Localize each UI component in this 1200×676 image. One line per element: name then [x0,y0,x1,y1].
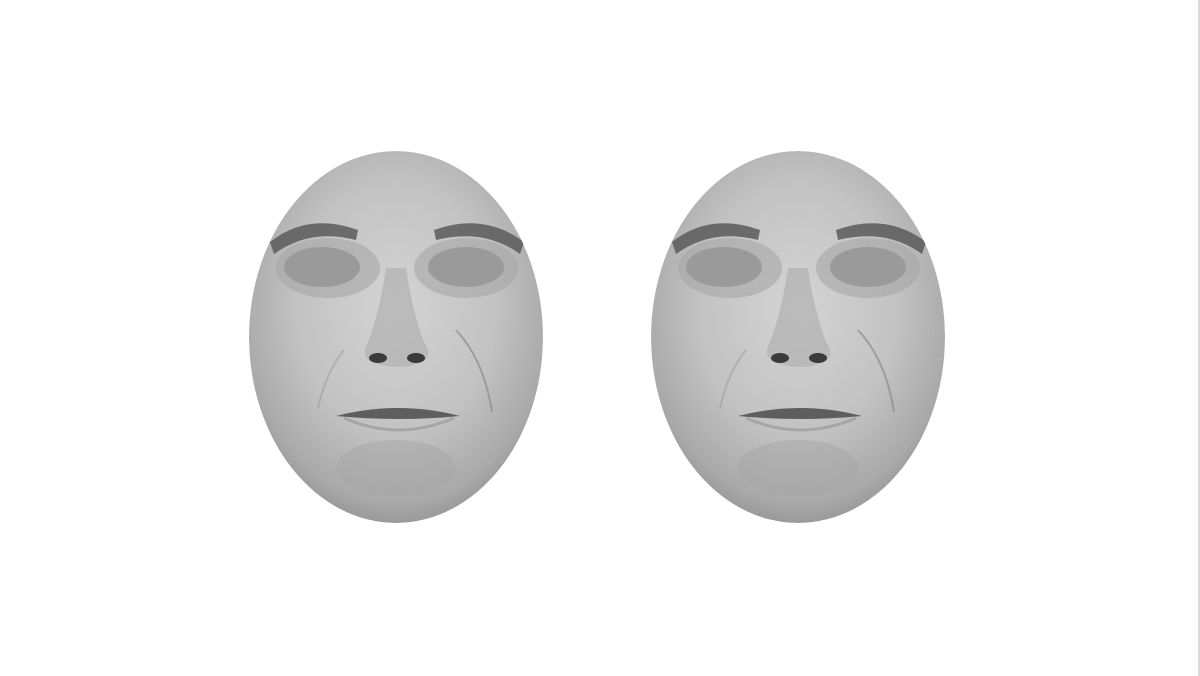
nostril-left [369,353,387,363]
nose [766,268,831,367]
face-left [248,150,544,524]
mouth [738,408,862,419]
brow-left [270,223,358,254]
eye-mask-right [428,247,504,287]
face-image [651,151,945,523]
nose [364,268,429,367]
nostril-right [407,353,425,363]
brow-right [434,223,524,254]
face-right [650,150,946,524]
mouth [336,408,460,419]
frame-edge [1198,0,1200,676]
face-image [249,151,543,523]
nostril-right [809,353,827,363]
brow-left [672,223,760,254]
nostril-left [771,353,789,363]
brow-right [836,223,926,254]
eye-mask-left [284,247,360,287]
eye-mask-left [686,247,762,287]
eye-mask-right [830,247,906,287]
